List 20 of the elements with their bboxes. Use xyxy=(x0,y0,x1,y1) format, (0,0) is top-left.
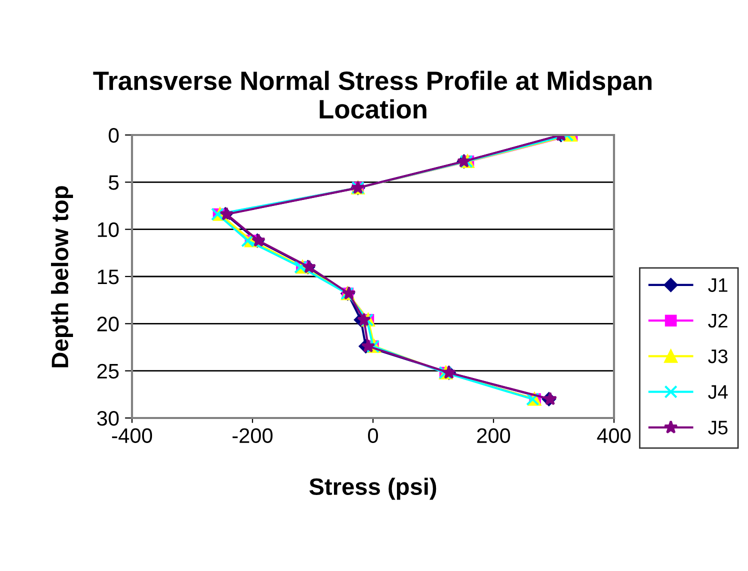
legend-label: J4 xyxy=(708,385,728,399)
y-tick-label: 10 xyxy=(98,222,119,238)
x-tick-label: 0 xyxy=(368,428,378,444)
y-tick-label: 0 xyxy=(108,128,119,143)
y-axis-title: Depth below top xyxy=(50,186,74,368)
y-tick-label: 15 xyxy=(98,270,119,284)
legend-label: J2 xyxy=(708,314,728,328)
x-tick-label: -400 xyxy=(112,428,152,444)
y-tick-label: 5 xyxy=(108,175,119,190)
y-tick-label: 20 xyxy=(97,316,119,332)
y-tick-label: 25 xyxy=(97,364,119,379)
x-tick-label: -200 xyxy=(232,428,273,444)
legend-label: J3 xyxy=(708,349,728,364)
y-tick-label: 30 xyxy=(97,411,119,426)
x-axis-title: Stress (psi) xyxy=(309,478,436,500)
legend-label: J1 xyxy=(708,278,728,292)
x-tick-label: 400 xyxy=(597,428,631,444)
x-tick-label: 200 xyxy=(477,428,510,444)
chart-title: Transverse Normal Stress Profile at Midspan Location xyxy=(93,70,652,119)
legend-label: J5 xyxy=(708,420,728,434)
